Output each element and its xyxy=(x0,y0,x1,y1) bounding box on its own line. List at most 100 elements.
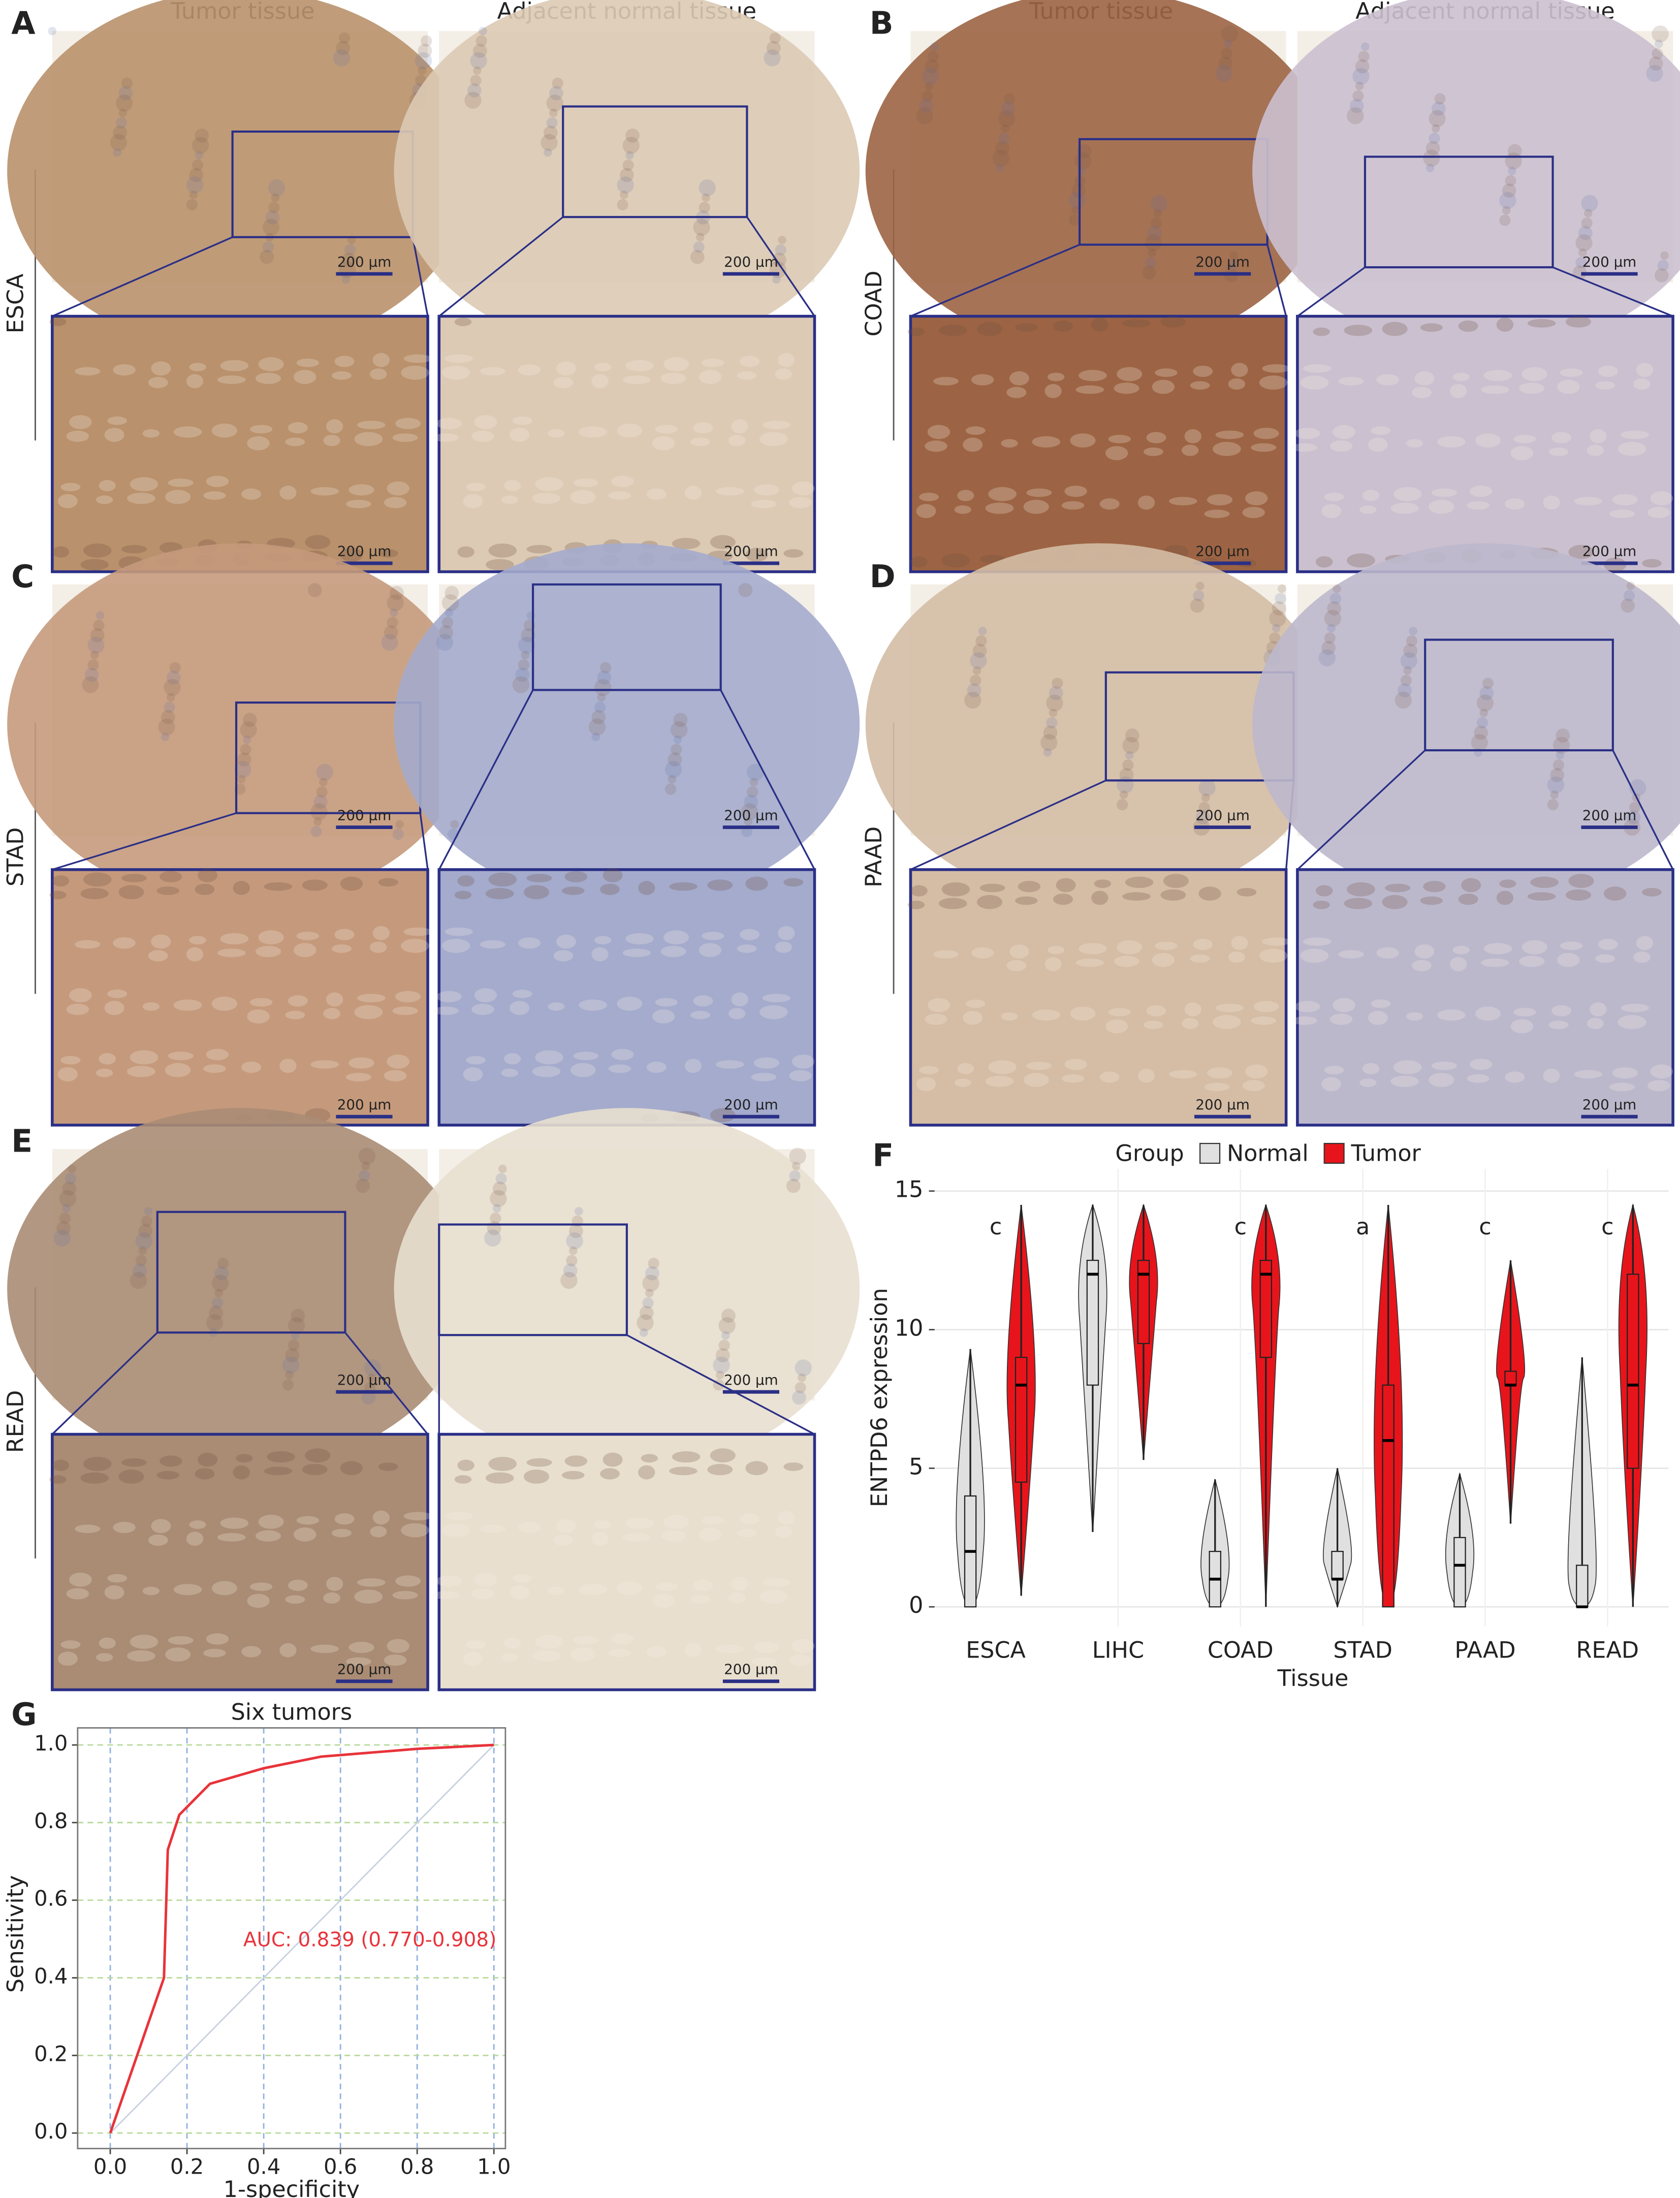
tissue-texture xyxy=(138,1224,153,1238)
tissue-texture xyxy=(211,1297,224,1309)
tissue-texture xyxy=(1221,25,1239,43)
inset-texture xyxy=(121,874,147,882)
inset-texture xyxy=(1499,879,1516,888)
inset-texture xyxy=(1117,940,1143,954)
tissue-texture xyxy=(1071,206,1080,215)
inset-texture xyxy=(296,1516,320,1525)
inset-texture xyxy=(1641,888,1662,897)
inset-texture xyxy=(1228,378,1246,390)
inset-texture xyxy=(189,936,206,945)
inset-texture xyxy=(669,882,698,891)
inset-texture xyxy=(792,1639,815,1653)
y-tick-label: 0.6 xyxy=(34,1886,68,1911)
tissue-texture xyxy=(625,128,640,143)
inset-texture xyxy=(471,1003,494,1015)
inset-texture xyxy=(463,1067,483,1081)
tissue-texture xyxy=(1505,175,1516,186)
tissue-texture xyxy=(1552,759,1565,771)
plot-frame xyxy=(77,1727,506,2150)
tissue-texture xyxy=(563,1263,578,1278)
inset-texture xyxy=(57,494,78,508)
inset-texture xyxy=(1385,883,1411,893)
inset-texture xyxy=(294,943,316,958)
inset-texture xyxy=(556,1519,576,1534)
tissue-texture xyxy=(1406,635,1418,647)
tissue-texture xyxy=(995,164,1004,173)
inset-texture xyxy=(372,353,390,367)
inset-texture xyxy=(731,992,748,1007)
inset-texture xyxy=(510,1585,530,1600)
tissue-texture xyxy=(795,1359,812,1377)
inset-texture xyxy=(792,481,815,496)
inset-texture xyxy=(466,1056,486,1065)
tissue-texture xyxy=(1584,209,1593,218)
tissue-texture xyxy=(1403,644,1418,658)
inset-texture xyxy=(622,1533,651,1542)
inset-texture xyxy=(1048,945,1065,954)
inset-texture xyxy=(1294,1001,1320,1012)
inset-texture xyxy=(1347,553,1375,568)
inset-texture xyxy=(1026,488,1052,497)
tissue-core xyxy=(394,0,860,352)
inset-texture xyxy=(1633,951,1651,963)
inset-texture xyxy=(751,1073,777,1081)
zoom-line xyxy=(1266,244,1287,316)
inset-texture xyxy=(1371,426,1391,435)
tissue-texture xyxy=(1077,144,1092,158)
inset-image xyxy=(51,868,429,1127)
inset-texture xyxy=(916,504,936,518)
tissue-texture xyxy=(242,713,257,727)
tissue-texture xyxy=(927,51,939,62)
inset-texture xyxy=(1075,958,1104,967)
inset-texture xyxy=(907,327,925,336)
tissue-texture xyxy=(96,611,105,620)
tissue-texture xyxy=(512,676,530,693)
inset-texture xyxy=(60,1056,81,1065)
inset-texture xyxy=(370,941,387,953)
tissue-texture xyxy=(484,1229,501,1247)
inset-texture xyxy=(660,1530,686,1542)
inset-texture xyxy=(1023,1073,1049,1087)
tissue-texture xyxy=(262,218,280,236)
inset-texture xyxy=(1431,1061,1457,1070)
zoom-box xyxy=(531,583,722,691)
tissue-texture xyxy=(313,794,328,809)
inset-texture xyxy=(617,1581,643,1596)
inset-texture xyxy=(762,1578,791,1587)
inset-texture xyxy=(1647,1079,1670,1092)
inset-texture xyxy=(302,879,328,891)
tissue-texture xyxy=(133,1263,147,1278)
significance-label: c xyxy=(1601,1214,1613,1240)
inset-texture xyxy=(1204,509,1230,518)
inset-texture xyxy=(617,997,643,1011)
inset-texture xyxy=(142,1586,160,1596)
inset-image xyxy=(1296,314,1674,574)
inset-texture xyxy=(104,1001,124,1015)
inset-texture xyxy=(504,480,521,492)
inset-texture xyxy=(1291,443,1317,452)
inset-texture xyxy=(1565,889,1591,901)
inset-texture xyxy=(1414,944,1435,959)
inset-texture xyxy=(1061,1074,1085,1083)
inset-texture xyxy=(573,479,599,487)
inset-texture xyxy=(130,477,159,492)
inset-texture xyxy=(1390,502,1419,514)
inset-texture xyxy=(1316,556,1333,568)
tissue-texture xyxy=(1122,737,1139,754)
inset-texture xyxy=(1155,941,1178,950)
panel-label: B xyxy=(870,6,894,42)
inset-texture xyxy=(96,495,113,504)
inset-image xyxy=(909,314,1288,574)
inset-texture xyxy=(66,1003,89,1015)
tissue-texture xyxy=(1277,584,1286,593)
tissue-texture xyxy=(792,1390,806,1405)
inset-texture xyxy=(249,425,273,434)
inset-texture xyxy=(249,1582,273,1591)
inset-texture xyxy=(660,372,686,384)
inset-texture xyxy=(485,888,514,900)
x-tick-label: 0.4 xyxy=(247,2154,280,2179)
tissue-texture xyxy=(1068,214,1080,226)
tissue-texture xyxy=(1321,641,1336,655)
tissue-texture xyxy=(1190,598,1204,613)
tissue-texture xyxy=(970,652,987,670)
